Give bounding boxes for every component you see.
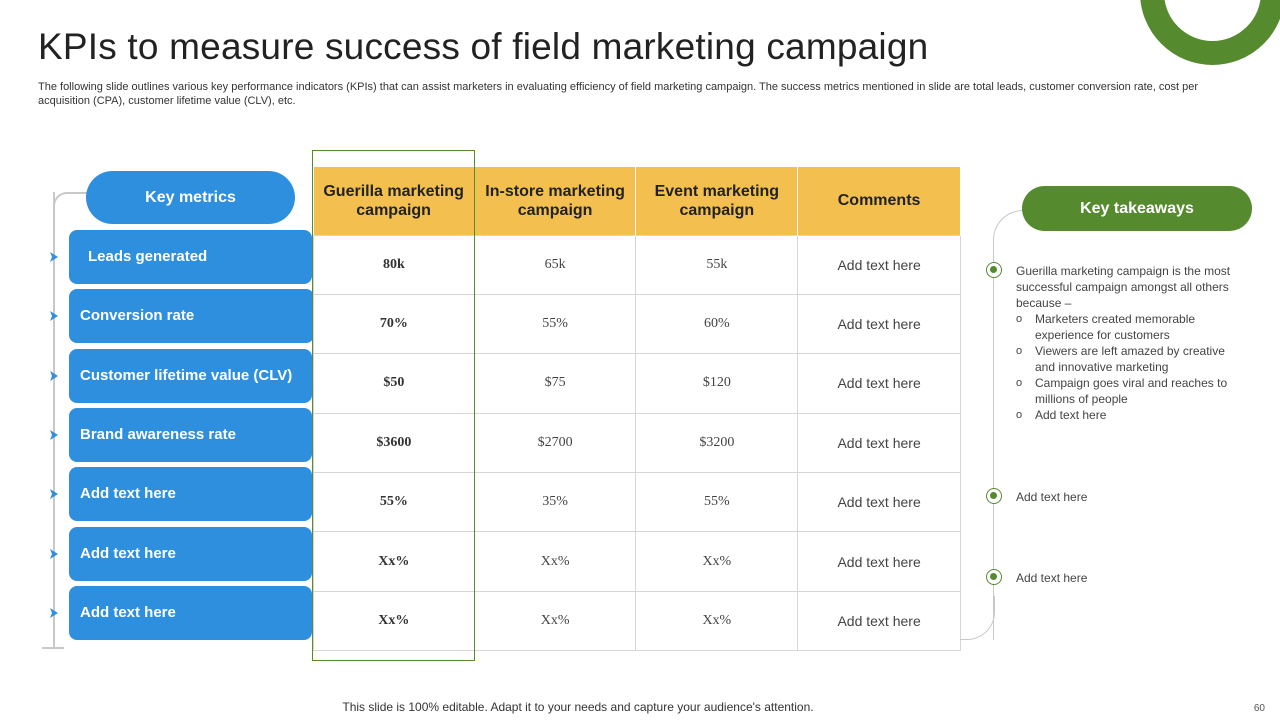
- table-cell: 55k: [635, 234, 799, 295]
- table-row: Xx% Xx% Xx% Add text here: [313, 531, 961, 592]
- header-guerilla: Guerilla marketing campaign: [313, 167, 475, 235]
- table-cell: Add text here: [797, 293, 961, 355]
- key-metrics-header: Key metrics: [86, 171, 295, 224]
- table-cell: Add text here: [797, 234, 961, 295]
- table-cell: $120: [635, 353, 799, 414]
- timeline-line: [53, 192, 55, 648]
- arrow-marker-icon: [50, 371, 58, 381]
- table-cell: 55%: [473, 293, 637, 355]
- kpi-table: Guerilla marketing campaign In-store mar…: [313, 167, 961, 652]
- header-in-store: In-store marketing campaign: [474, 167, 637, 235]
- table-row: Xx% Xx% Xx% Add text here: [313, 590, 961, 652]
- footer-note: This slide is 100% editable. Adapt it to…: [342, 700, 814, 714]
- page-subtitle: The following slide outlines various key…: [38, 81, 1199, 107]
- takeaway-main: Guerilla marketing campaign is the most …: [1016, 263, 1236, 423]
- table-cell: Xx%: [473, 590, 637, 652]
- timeline-curve: [53, 192, 87, 212]
- list-item: Viewers are left amazed by creative and …: [1016, 343, 1236, 375]
- table-cell: Add text here: [797, 353, 961, 414]
- guerilla-column-highlight: [312, 150, 475, 661]
- table-row: 55% 35% 55% Add text here: [313, 472, 961, 533]
- table-cell: Xx%: [473, 531, 637, 592]
- header-comments: Comments: [797, 167, 961, 235]
- bullet-dot-icon: [986, 488, 1002, 504]
- table-cell: Add text here: [797, 472, 961, 533]
- timeline-base: [42, 647, 64, 649]
- table-cell: 60%: [635, 293, 799, 355]
- table-cell: Add text here: [797, 531, 961, 592]
- bullet-dot-icon: [986, 569, 1002, 585]
- takeaway-extra-1: Add text here: [1016, 490, 1088, 504]
- takeaway-main-text: Guerilla marketing campaign is the most …: [1016, 264, 1231, 310]
- arrow-marker-icon: [50, 430, 58, 440]
- takeaways-curve: [960, 596, 995, 640]
- arrow-marker-icon: [50, 549, 58, 559]
- metric-add-text-1: Add text here: [69, 467, 312, 521]
- metric-add-text-3: Add text here: [69, 586, 312, 640]
- table-cell: Xx%: [313, 590, 475, 652]
- bullet-dot-icon: [986, 262, 1002, 278]
- page-title: KPIs to measure success of field marketi…: [38, 26, 929, 67]
- page-number: 60: [1253, 703, 1265, 714]
- arrow-marker-icon: [50, 311, 58, 321]
- header-event: Event marketing campaign: [635, 167, 799, 235]
- metric-brand-awareness: Brand awareness rate: [69, 408, 312, 462]
- table-row: 70% 55% 60% Add text here: [313, 293, 961, 355]
- table-cell: $75: [473, 353, 637, 414]
- metric-leads-generated: Leads generated: [69, 230, 312, 284]
- table-row: $50 $75 $120 Add text here: [313, 353, 961, 414]
- list-item: Add text here: [1016, 407, 1236, 423]
- takeaway-sublist: Marketers created memorable experience f…: [1016, 311, 1236, 423]
- arrow-marker-icon: [50, 252, 58, 262]
- table-row: 80k 65k 55k Add text here: [313, 234, 961, 295]
- table-row: $3600 $2700 $3200 Add text here: [313, 412, 961, 474]
- table-cell: 55%: [635, 472, 799, 533]
- key-takeaways-header: Key takeaways: [1022, 186, 1252, 231]
- table-cell: Add text here: [797, 590, 961, 652]
- decorative-ring: [1140, 0, 1280, 65]
- table-header-row: Guerilla marketing campaign In-store mar…: [313, 167, 961, 235]
- arrow-marker-icon: [50, 608, 58, 618]
- table-cell: 70%: [313, 293, 475, 355]
- table-cell: 35%: [473, 472, 637, 533]
- table-cell: $3600: [313, 412, 475, 474]
- table-cell: $2700: [473, 412, 637, 474]
- table-cell: Xx%: [313, 531, 475, 592]
- takeaway-extra-2: Add text here: [1016, 571, 1088, 585]
- table-cell: $3200: [635, 412, 799, 474]
- table-cell: Add text here: [797, 412, 961, 474]
- metric-add-text-2: Add text here: [69, 527, 312, 581]
- metric-clv: Customer lifetime value (CLV): [69, 349, 312, 403]
- table-cell: Xx%: [635, 531, 799, 592]
- table-cell: Xx%: [635, 590, 799, 652]
- arrow-marker-icon: [50, 489, 58, 499]
- table-cell: 65k: [473, 234, 637, 295]
- metric-conversion-rate: Conversion rate: [69, 289, 314, 343]
- list-item: Marketers created memorable experience f…: [1016, 311, 1236, 343]
- table-cell: $50: [313, 353, 475, 414]
- list-item: Campaign goes viral and reaches to milli…: [1016, 375, 1236, 407]
